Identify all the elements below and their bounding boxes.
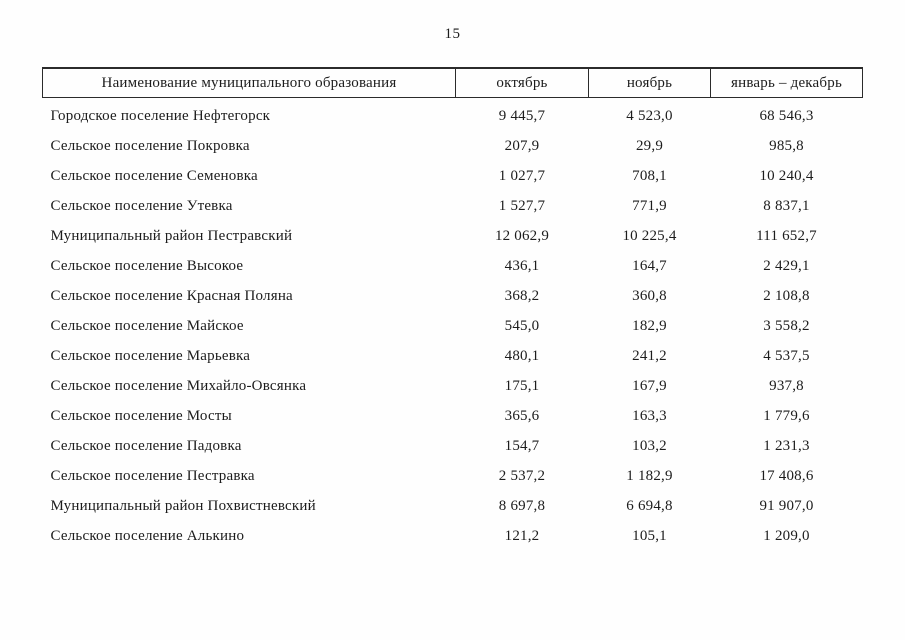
municipality-name-cell: Городское поселение Нефтегорск xyxy=(50,108,271,124)
value-cell: 436,1 xyxy=(504,258,540,274)
value-cell: 175,1 xyxy=(504,378,540,394)
value-cell: 1 182,9 xyxy=(626,468,673,484)
value-cell: 1 027,7 xyxy=(498,168,546,184)
table-row: Муниципальный район Пестравский 12 062,9 1… xyxy=(43,222,863,252)
value-cell: 164,7 xyxy=(632,258,667,274)
municipality-name-cell: Сельское поселение Семеновка xyxy=(50,168,258,184)
table-header-row: Наименование муниципального образования … xyxy=(42,67,863,98)
value-cell: 2 429,1 xyxy=(763,258,810,274)
table-row: Сельское поселение Майское 545,0 182,9 3 55… xyxy=(43,312,863,342)
municipality-data-table: Наименование муниципального образования … xyxy=(42,67,863,552)
value-cell: 365,6 xyxy=(504,408,540,424)
value-cell: 163,3 xyxy=(632,408,667,424)
municipality-name-cell: Сельское поселение Алькино xyxy=(50,528,245,544)
municipality-name-cell: Сельское поселение Покровка xyxy=(50,138,250,154)
table-row: Сельское поселение Утевка 1 527,7 771,9 8 8… xyxy=(43,192,863,222)
value-cell: 10 225,4 xyxy=(622,228,677,244)
value-cell: 4 523,0 xyxy=(626,108,673,124)
value-cell: 182,9 xyxy=(632,318,667,334)
table-row: Сельское поселение Марьевка 480,1 241,2 4 5… xyxy=(43,342,863,372)
value-cell: 17 408,6 xyxy=(759,468,814,484)
value-cell: 9 445,7 xyxy=(498,108,546,124)
value-cell: 360,8 xyxy=(632,288,667,304)
value-cell: 91 907,0 xyxy=(759,498,814,514)
table-row: Сельское поселение Пестравка 2 537,2 1 182… xyxy=(43,462,863,492)
table-row: Городское поселение Нефтегорск 9 445,7 4 5… xyxy=(43,98,863,132)
page-number: 15 xyxy=(444,26,461,42)
header-january-december: январь – декабрь xyxy=(710,67,863,98)
value-cell: 154,7 xyxy=(504,438,540,454)
value-cell: 985,8 xyxy=(769,138,804,154)
header-municipality-name: Наименование муниципального образования xyxy=(42,67,456,98)
municipality-name-cell: Сельское поселение Утевка xyxy=(50,198,233,214)
value-cell: 368,2 xyxy=(504,288,540,304)
value-cell: 1 527,7 xyxy=(498,198,546,214)
header-november: ноябрь xyxy=(588,67,711,98)
header-october: октябрь xyxy=(455,67,589,98)
table-row: Сельское поселение Высокое 436,1 164,7 2 42… xyxy=(43,252,863,282)
value-cell: 8 837,1 xyxy=(763,198,810,214)
table-row: Сельское поселение Покровка 207,9 29,9 985,… xyxy=(43,132,863,162)
table-row: Сельское поселение Алькино 121,2 105,1 1 20… xyxy=(43,522,863,552)
value-cell: 207,9 xyxy=(504,138,540,154)
value-cell: 8 697,8 xyxy=(498,498,546,514)
municipality-name-cell: Муниципальный район Пестравский xyxy=(50,228,293,244)
value-cell: 771,9 xyxy=(632,198,667,214)
table-body: Городское поселение Нефтегорск 9 445,7 4 5… xyxy=(43,98,863,552)
value-cell: 3 558,2 xyxy=(763,318,810,334)
value-cell: 480,1 xyxy=(504,348,540,364)
value-cell: 103,2 xyxy=(632,438,667,454)
municipality-name-cell: Сельское поселение Красная Поляна xyxy=(50,288,293,304)
value-cell: 121,2 xyxy=(504,528,540,544)
municipality-name-cell: Сельское поселение Высокое xyxy=(50,258,244,274)
value-cell: 167,9 xyxy=(632,378,667,394)
value-cell: 545,0 xyxy=(504,318,540,334)
value-cell: 1 231,3 xyxy=(763,438,810,454)
value-cell: 1 779,6 xyxy=(763,408,810,424)
value-cell: 4 537,5 xyxy=(763,348,810,364)
value-cell: 708,1 xyxy=(632,168,667,184)
value-cell: 937,8 xyxy=(769,378,804,394)
value-cell: 1 209,0 xyxy=(763,528,810,544)
municipality-name-cell: Сельское поселение Мосты xyxy=(50,408,232,424)
table-row: Сельское поселение Михайло-Овсянка 175,1 1… xyxy=(43,372,863,402)
table-row: Сельское поселение Красная Поляна 368,2 36… xyxy=(43,282,863,312)
value-cell: 2 108,8 xyxy=(763,288,810,304)
value-cell: 111 652,7 xyxy=(756,228,817,244)
table-row: Сельское поселение Семеновка 1 027,7 708,1… xyxy=(43,162,863,192)
municipality-name-cell: Сельское поселение Михайло-Овсянка xyxy=(50,378,307,394)
municipality-name-cell: Сельское поселение Марьевка xyxy=(50,348,251,364)
value-cell: 68 546,3 xyxy=(759,108,814,124)
value-cell: 2 537,2 xyxy=(498,468,546,484)
value-cell: 105,1 xyxy=(632,528,667,544)
municipality-name-cell: Сельское поселение Пестравка xyxy=(50,468,255,484)
municipality-name-cell: Муниципальный район Похвистневский xyxy=(50,498,316,514)
table-row: Сельское поселение Мосты 365,6 163,3 1 779,… xyxy=(43,402,863,432)
municipality-name-cell: Сельское поселение Падовка xyxy=(50,438,242,454)
value-cell: 6 694,8 xyxy=(626,498,673,514)
value-cell: 241,2 xyxy=(632,348,667,364)
value-cell: 29,9 xyxy=(635,138,664,154)
value-cell: 10 240,4 xyxy=(759,168,814,184)
table-row: Муниципальный район Похвистневский 8 697,… xyxy=(43,492,863,522)
value-cell: 12 062,9 xyxy=(494,228,550,244)
table-row: Сельское поселение Падовка 154,7 103,2 1 23… xyxy=(43,432,863,462)
municipality-name-cell: Сельское поселение Майское xyxy=(50,318,244,334)
